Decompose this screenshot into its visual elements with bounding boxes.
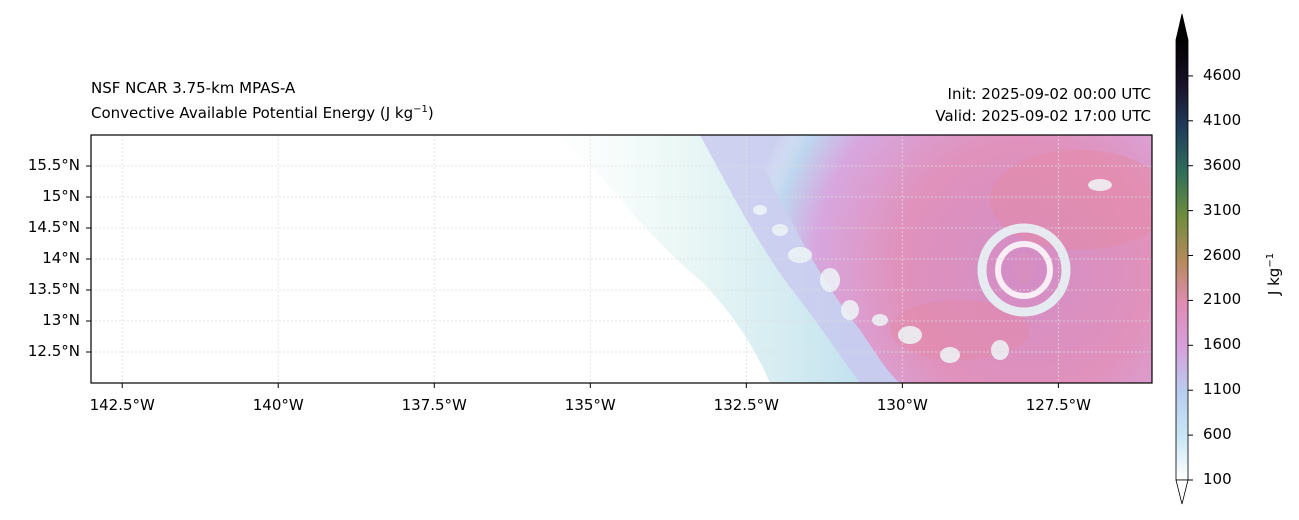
colorbar-min-extend [1175, 479, 1189, 505]
colorbar-tick-label: 600 [1203, 425, 1232, 444]
lon-tick-label: 127.5°W [1025, 396, 1092, 414]
colorbar-unit: J kg−1 [1265, 252, 1283, 296]
lon-tick-label: 140°W [252, 396, 304, 414]
lon-tick-label: 137.5°W [401, 396, 467, 414]
lat-tick-label: 12.5°N [27, 342, 80, 360]
lat-ticks [86, 165, 91, 353]
lat-tick-label: 13.5°N [27, 280, 80, 298]
valid-time: Valid: 2025-09-02 17:00 UTC [935, 107, 1151, 125]
colorbar-tick-label: 100 [1203, 470, 1232, 488]
colorbar-tick-label: 1100 [1203, 380, 1242, 399]
lon-tick-label: 142.5°W [89, 396, 155, 414]
lon-ticks [121, 383, 1059, 388]
lat-tick-label: 13°N [42, 311, 80, 329]
colorbar-tick-label: 3100 [1203, 200, 1242, 219]
colorbar-tick-label: 2100 [1203, 290, 1242, 309]
lat-tick-label: 15°N [42, 187, 80, 205]
lon-tick-label: 130°W [876, 396, 928, 414]
colorbar-tick-label: 3600 [1203, 155, 1242, 174]
colorbar-tick-label: 1600 [1203, 335, 1242, 354]
colorbar-tick-label: 2600 [1203, 245, 1242, 264]
lat-tick-label: 15.5°N [27, 156, 80, 174]
colorbar-tick-label: 4100 [1203, 110, 1242, 129]
colorbar [1175, 13, 1193, 505]
colorbar-tick-label: 4600 [1203, 65, 1242, 84]
colorbar-max-extend [1175, 13, 1189, 41]
init-time: Init: 2025-09-02 00:00 UTC [947, 85, 1151, 103]
lon-tick-label: 135°W [564, 396, 616, 414]
lon-tick-label: 132.5°W [713, 396, 779, 414]
storm-eye [1014, 253, 1034, 283]
field-title: Convective Available Potential Energy (J… [91, 104, 434, 122]
lat-tick-label: 14.5°N [27, 218, 80, 236]
model-title: NSF NCAR 3.75-km MPAS-A [91, 79, 296, 97]
lat-tick-label: 14°N [42, 249, 80, 267]
graticule [91, 135, 1152, 383]
